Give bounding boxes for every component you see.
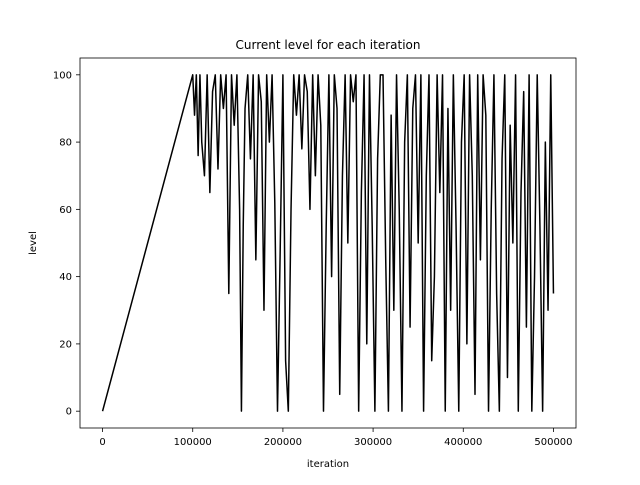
y-axis-label: level: [28, 231, 39, 255]
x-axis-label: iteration: [307, 459, 349, 470]
series-line-0: [101, 74, 555, 412]
plot-frame: [79, 57, 577, 429]
x-tick-label: 500000: [534, 437, 572, 448]
x-tick-label: 400000: [444, 437, 482, 448]
y-tick-label: 60: [59, 205, 72, 216]
x-tick-label: 0: [99, 437, 105, 448]
y-axis-ticks: 0 20 40 60 80 100: [53, 70, 80, 418]
x-tick-label: 200000: [264, 437, 302, 448]
series-layer: [101, 74, 555, 412]
y-tick-label: 40: [59, 272, 72, 283]
y-tick-label: 0: [66, 407, 72, 418]
x-axis-ticks: 0 100000 200000 300000 400000 500000: [99, 428, 573, 448]
x-tick-label: 300000: [354, 437, 392, 448]
y-tick-label: 20: [59, 339, 72, 350]
y-tick-label: 100: [53, 70, 72, 81]
chart-title: Current level for each iteration: [236, 38, 421, 52]
x-tick-label: 100000: [174, 437, 212, 448]
y-tick-label: 80: [59, 138, 72, 149]
